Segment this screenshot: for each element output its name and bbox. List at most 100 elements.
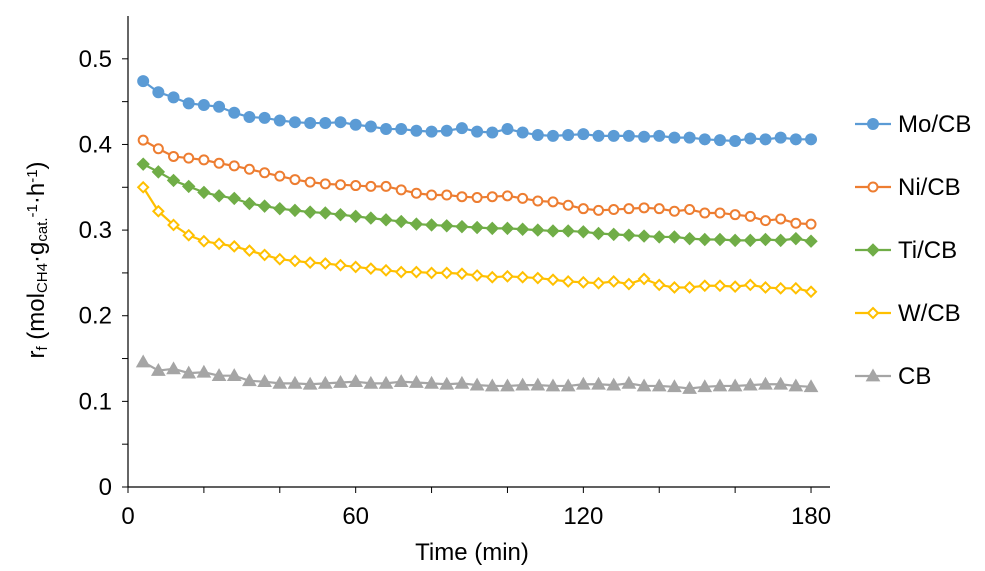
data-point	[668, 205, 680, 217]
data-point	[471, 192, 483, 204]
data-point	[637, 229, 651, 243]
data-point	[576, 225, 591, 239]
data-point	[424, 375, 439, 389]
data-point	[365, 180, 377, 192]
legend-item: W/CB	[855, 300, 961, 327]
data-point	[623, 203, 635, 215]
data-point	[759, 215, 771, 227]
data-point	[425, 125, 438, 138]
data-point	[395, 123, 408, 136]
data-point	[789, 231, 803, 246]
data-point	[638, 202, 650, 214]
data-point	[575, 376, 591, 390]
data-point	[684, 204, 696, 216]
data-point	[258, 248, 272, 262]
data-point	[243, 244, 256, 258]
data-point	[592, 276, 605, 290]
data-point	[774, 131, 787, 144]
data-point	[455, 122, 468, 135]
y-label-sub-ch4: CH4	[34, 263, 51, 293]
y-tick-label: 0	[99, 474, 112, 501]
data-point	[303, 205, 317, 219]
data-point	[742, 377, 758, 391]
data-point	[713, 134, 726, 147]
data-point	[470, 269, 484, 282]
data-point	[546, 129, 559, 142]
data-point	[242, 373, 257, 387]
series-mo-cb	[137, 75, 818, 148]
data-point	[258, 111, 271, 124]
y-label-sup1: -1	[24, 204, 41, 217]
data-point	[197, 234, 211, 248]
data-point	[182, 228, 196, 242]
data-point	[395, 184, 407, 196]
x-tick-label: 120	[563, 503, 603, 530]
data-point	[213, 100, 226, 113]
data-point	[288, 254, 302, 268]
data-point	[166, 173, 181, 188]
data-point	[182, 179, 196, 194]
data-point	[729, 209, 741, 221]
data-point	[638, 130, 651, 143]
plot-area: 0 60 120 180 0 0.1 0.2 0.3 0.4 0.5	[79, 16, 831, 530]
data-point	[516, 270, 530, 284]
data-point	[636, 378, 652, 392]
data-point	[349, 118, 362, 131]
data-point	[304, 176, 316, 188]
data-point	[257, 199, 272, 213]
data-point	[379, 263, 393, 277]
data-point	[758, 232, 773, 247]
data-point	[743, 278, 757, 292]
data-point	[440, 266, 454, 280]
data-point	[515, 222, 530, 236]
data-point	[698, 133, 711, 146]
data-point	[379, 213, 393, 227]
y-label-mid2: ·h	[23, 183, 50, 204]
data-point	[727, 378, 743, 392]
data-point	[803, 379, 819, 393]
data-point	[378, 375, 394, 389]
data-point	[699, 207, 711, 219]
data-point	[805, 133, 818, 146]
data-point	[668, 281, 681, 294]
data-point	[591, 226, 606, 241]
data-point	[744, 210, 756, 222]
x-tick-label: 60	[342, 503, 369, 530]
data-point	[228, 160, 240, 172]
data-point	[667, 379, 682, 393]
data-point	[547, 196, 559, 208]
data-point	[667, 230, 682, 244]
data-point	[621, 375, 637, 389]
data-point	[136, 157, 150, 171]
data-point	[531, 223, 545, 237]
data-point	[212, 237, 226, 251]
data-point	[333, 375, 348, 388]
data-point	[622, 129, 635, 142]
x-tick-label: 180	[791, 503, 831, 530]
data-point	[410, 187, 422, 199]
data-point	[380, 180, 392, 192]
data-point	[560, 378, 576, 392]
data-point	[274, 170, 286, 182]
data-point	[150, 363, 166, 376]
data-point	[152, 86, 165, 99]
data-point	[546, 224, 560, 238]
data-point	[318, 257, 332, 270]
data-point	[333, 207, 348, 222]
data-point	[805, 218, 817, 230]
data-point	[622, 277, 636, 291]
data-point	[577, 203, 589, 215]
data-point	[652, 230, 666, 244]
data-point	[775, 213, 787, 225]
data-point	[287, 375, 303, 389]
data-point	[394, 214, 408, 229]
data-point	[317, 375, 333, 389]
data-point	[334, 179, 346, 191]
legend-label: W/CB	[898, 300, 961, 327]
data-point	[272, 375, 288, 389]
data-point	[485, 221, 499, 236]
data-point	[410, 124, 423, 137]
data-point	[804, 234, 818, 248]
data-point	[501, 190, 513, 202]
